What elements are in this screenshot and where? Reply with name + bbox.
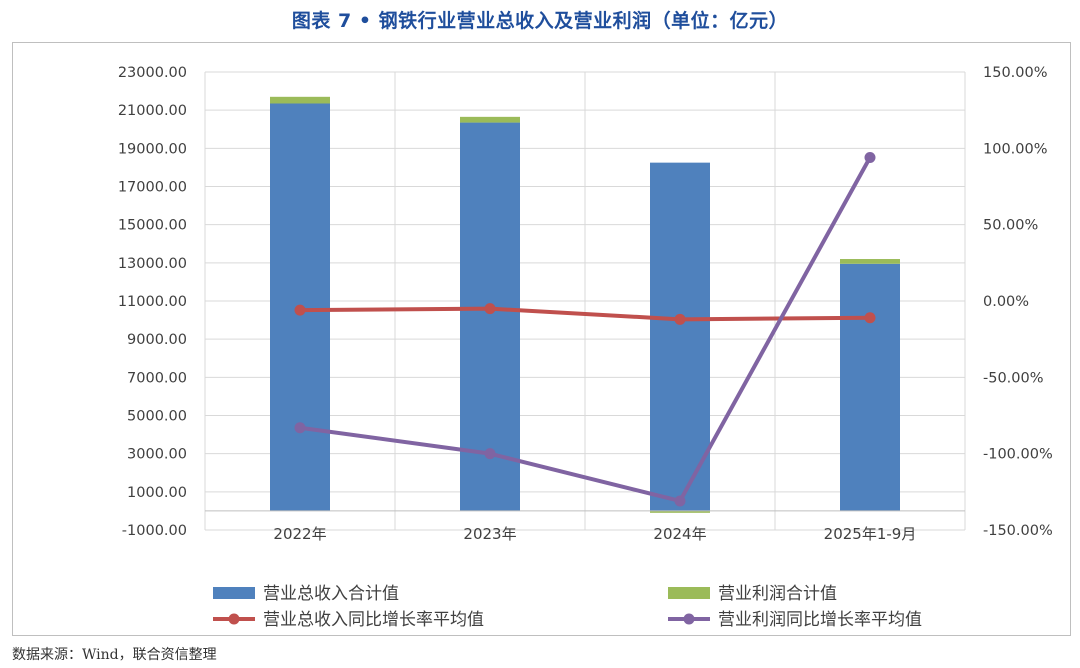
- x-tick-label: 2024年: [653, 525, 706, 543]
- legend-swatch: [213, 587, 255, 599]
- data-source: 数据来源：Wind，联合资信整理: [12, 647, 217, 663]
- chart-title: 图表 7 • 钢铁行业营业总收入及营业利润（单位：亿元）: [291, 10, 789, 32]
- y-right-tick-label: 50.00%: [983, 218, 1038, 234]
- bar-profit: [650, 510, 710, 513]
- y-left-tick-label: 9000.00: [127, 332, 187, 348]
- y-left-tick-label: 1000.00: [127, 485, 187, 501]
- point-revenue-growth: [864, 312, 876, 324]
- line-profit-growth: [299, 156, 872, 503]
- bar-revenue: [650, 162, 710, 511]
- legend-marker: [683, 613, 695, 625]
- x-tick-label: 2022年: [273, 525, 326, 543]
- y-left-tick-label: 19000.00: [118, 141, 187, 157]
- y-left-tick-label: 7000.00: [127, 370, 187, 386]
- y-left-tick-label: 5000.00: [127, 409, 187, 425]
- point-profit-growth: [864, 151, 876, 163]
- y-right-tick-label: 100.00%: [983, 141, 1048, 157]
- point-profit-growth: [674, 495, 686, 507]
- y-right-tick-label: -100.00%: [983, 447, 1053, 463]
- chart-frame: [12, 42, 1071, 636]
- bar-revenue: [460, 122, 520, 511]
- legend-label: 营业利润合计值: [718, 584, 837, 604]
- legend-swatch: [668, 587, 710, 599]
- y-left-tick-label: 13000.00: [118, 256, 187, 272]
- legend-label: 营业总收入合计值: [263, 584, 399, 604]
- line-revenue-growth: [299, 306, 871, 322]
- bar-profit: [840, 259, 900, 264]
- point-profit-growth: [484, 448, 496, 460]
- point-revenue-growth: [674, 313, 686, 325]
- bar-profit: [270, 96, 330, 104]
- lines: [294, 151, 876, 507]
- legend-label: 营业利润同比增长率平均值: [718, 610, 922, 630]
- y-left-tick-label: -1000.00: [122, 523, 187, 539]
- y-right-tick-label: -50.00%: [983, 370, 1044, 386]
- y-left-tick-label: 17000.00: [118, 180, 187, 196]
- point-revenue-growth: [294, 304, 306, 316]
- point-revenue-growth: [484, 303, 496, 315]
- x-tick-label: 2023年: [463, 525, 516, 543]
- point-profit-growth: [294, 422, 306, 434]
- y-left-tick-label: 15000.00: [118, 218, 187, 234]
- y-right-tick-label: 150.00%: [983, 65, 1048, 81]
- axes: -1000.00 1000.00 3000.00 5000.00 7000.00 9000…: [118, 65, 1053, 543]
- x-tick-label: 2025年1-9月: [824, 525, 917, 543]
- gridlines: [204, 71, 966, 531]
- bar-profit: [460, 116, 520, 123]
- y-right-tick-label: 0.00%: [983, 294, 1029, 310]
- legend-label: 营业总收入同比增长率平均值: [263, 610, 484, 630]
- y-left-tick-label: 3000.00: [127, 447, 187, 463]
- y-left-tick-label: 21000.00: [118, 103, 187, 119]
- legend-marker: [228, 613, 240, 625]
- y-left-tick-label: 11000.00: [118, 294, 187, 310]
- bars: [270, 96, 900, 513]
- y-left-tick-label: 23000.00: [118, 65, 187, 81]
- y-right-tick-label: -150.00%: [983, 523, 1053, 539]
- bar-revenue: [840, 263, 900, 511]
